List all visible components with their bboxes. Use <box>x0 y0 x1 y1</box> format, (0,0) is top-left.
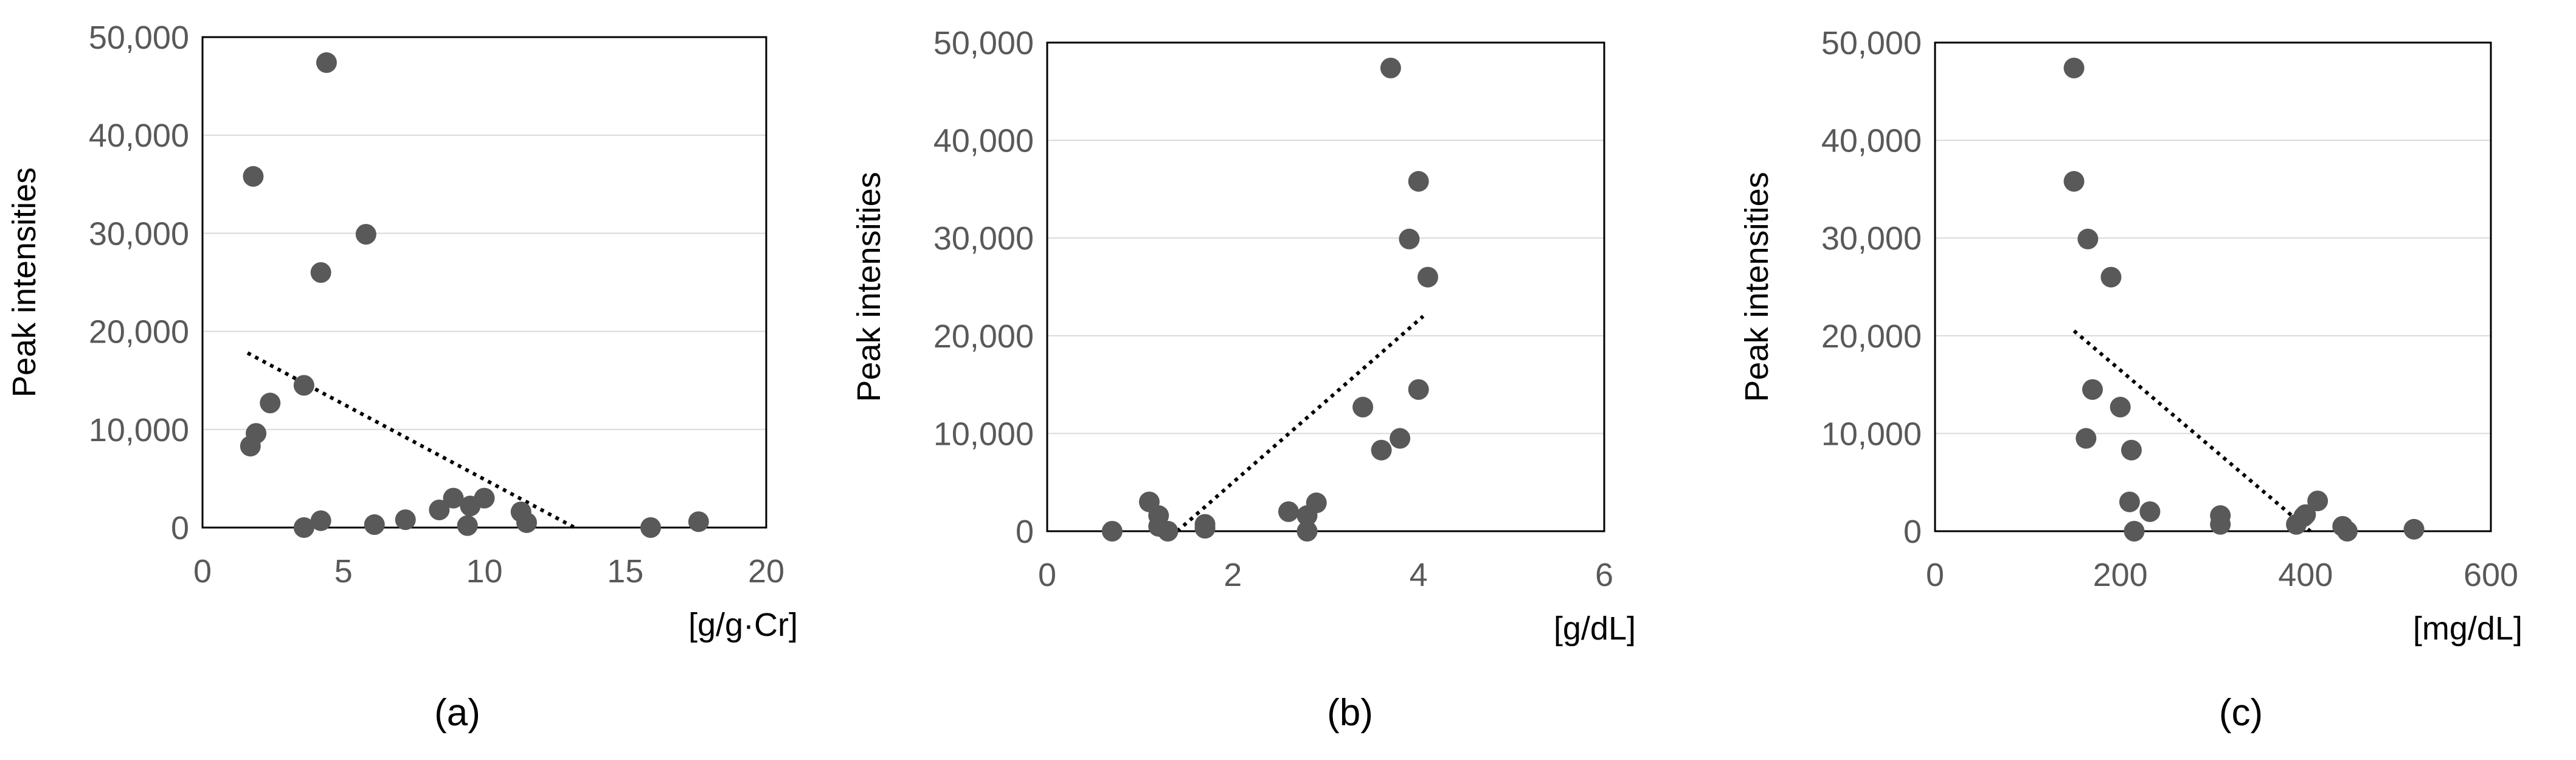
data-point <box>1101 521 1123 542</box>
y-tick-label: 0 <box>171 510 189 546</box>
y-tick-label: 20,000 <box>1821 318 1922 355</box>
data-point <box>2403 518 2425 540</box>
y-tick-label: 50,000 <box>89 19 189 56</box>
panel-label: (c) <box>2219 692 2263 734</box>
data-point <box>1278 501 1299 522</box>
data-point <box>443 487 464 509</box>
data-point <box>2139 501 2161 522</box>
plot-frame <box>1934 41 2492 532</box>
y-tick-label: 40,000 <box>89 117 189 154</box>
data-point <box>2336 521 2358 542</box>
x-tick-label: 0 <box>1038 557 1056 593</box>
data-point <box>1157 521 1179 542</box>
data-point <box>429 499 450 520</box>
y-tick-label: 20,000 <box>89 314 189 350</box>
y-tick-label: 0 <box>1903 514 1922 550</box>
x-tick-label: 15 <box>607 553 643 590</box>
data-point <box>293 375 314 396</box>
y-axis-title: Peak intensities <box>1739 172 1775 402</box>
y-tick-label: 10,000 <box>1821 416 1922 452</box>
data-point <box>310 262 331 283</box>
data-point <box>2076 428 2097 449</box>
y-axis-title: Peak intensities <box>851 172 887 402</box>
data-point <box>260 392 281 414</box>
y-tick-label: 0 <box>1016 514 1034 550</box>
x-tick-label: 0 <box>193 553 212 590</box>
data-point <box>395 509 416 531</box>
data-point <box>1371 439 1392 461</box>
x-tick-label: 400 <box>2278 557 2333 593</box>
data-point <box>1380 57 1401 78</box>
y-tick-label: 30,000 <box>1821 220 1922 257</box>
data-point <box>355 224 376 245</box>
data-point <box>364 514 385 535</box>
data-point <box>2077 228 2099 249</box>
data-point <box>316 52 337 73</box>
data-point <box>2063 57 2085 78</box>
x-tick-label: 600 <box>2463 557 2518 593</box>
data-point <box>2124 521 2145 542</box>
data-point <box>1306 492 1327 514</box>
y-tick-label: 10,000 <box>933 416 1034 452</box>
data-point <box>688 511 709 532</box>
data-point <box>2082 379 2103 400</box>
data-point <box>1390 428 1411 449</box>
data-point <box>2210 514 2231 535</box>
chart-panel-2: 0 10,000 20,000 30,000 40,000 50,000 0 2 4 6 Peak … <box>851 25 1636 734</box>
y-tick-label: 30,000 <box>89 215 189 252</box>
data-point <box>1399 228 1420 249</box>
panel-label: (b) <box>1327 692 1373 734</box>
data-point <box>2110 397 2131 418</box>
x-tick-label: 0 <box>1926 557 1944 593</box>
chart-panel-3: 0 10,000 20,000 30,000 40,000 50,000 0 200 400 60… <box>1739 25 2522 734</box>
x-unit-label: [mg/dL] <box>2413 610 2522 647</box>
data-point <box>2121 439 2142 461</box>
y-tick-label: 40,000 <box>933 123 1034 159</box>
data-point <box>310 510 331 531</box>
y-tick-label: 30,000 <box>933 220 1034 257</box>
trendline <box>2072 329 2311 533</box>
x-unit-label: [g/dL] <box>1554 610 1636 647</box>
y-axis-title: Peak intensities <box>6 167 43 397</box>
data-point <box>1408 379 1429 400</box>
plot-frame <box>1046 41 1605 532</box>
data-point <box>2119 491 2140 512</box>
data-point <box>457 515 478 536</box>
x-tick-label: 6 <box>1595 557 1613 593</box>
x-unit-label: [g/g·Cr] <box>688 607 798 643</box>
data-point <box>1297 521 1318 542</box>
data-point <box>293 517 314 538</box>
trendline <box>1175 315 1425 533</box>
data-point <box>246 423 267 444</box>
x-tick-label: 2 <box>1224 557 1242 593</box>
x-tick-label: 200 <box>2093 557 2148 593</box>
data-point <box>516 512 538 533</box>
x-tick-label: 4 <box>1410 557 1428 593</box>
data-point <box>474 487 495 509</box>
y-tick-label: 50,000 <box>933 25 1034 61</box>
y-tick-label: 20,000 <box>933 318 1034 355</box>
data-point <box>1417 267 1438 288</box>
data-point <box>2293 506 2315 527</box>
data-point <box>640 517 661 538</box>
y-tick-label: 40,000 <box>1821 123 1922 159</box>
data-point <box>1194 518 1216 539</box>
data-point <box>1352 397 1374 418</box>
y-tick-label: 50,000 <box>1821 25 1922 61</box>
data-point <box>2307 490 2328 512</box>
panel-label: (a) <box>434 692 480 734</box>
chart-panel-1: 0 10,000 20,000 30,000 40,000 50,000 0 5 10 15 20 P… <box>6 19 798 734</box>
plot-frame <box>201 36 767 529</box>
data-point <box>1408 171 1429 192</box>
x-tick-label: 10 <box>466 553 502 590</box>
data-point <box>243 166 264 187</box>
data-point <box>2100 267 2122 288</box>
x-tick-label: 20 <box>748 553 784 590</box>
x-tick-label: 5 <box>334 553 353 590</box>
y-tick-label: 10,000 <box>89 412 189 448</box>
data-point <box>2063 171 2085 192</box>
